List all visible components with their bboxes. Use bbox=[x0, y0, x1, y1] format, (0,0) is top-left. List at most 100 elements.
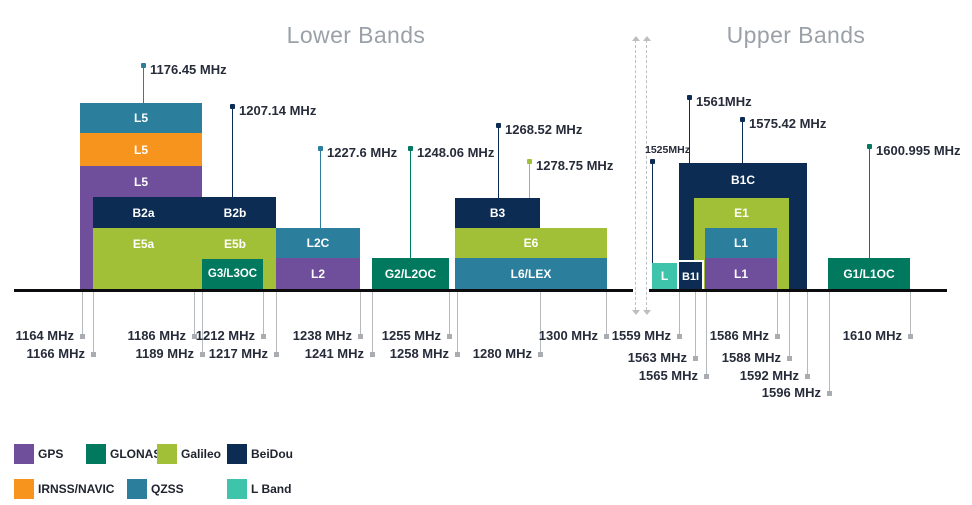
bottom-frequency-label: 1241 MHz bbox=[304, 346, 364, 361]
marker-line bbox=[410, 148, 411, 258]
top-frequency-label: 1207.14 MHz bbox=[239, 103, 317, 118]
bottom-marker-line bbox=[276, 292, 277, 355]
bottom-marker-square bbox=[370, 352, 375, 357]
marker-line bbox=[869, 146, 870, 258]
band-lband: L bbox=[652, 263, 677, 289]
band-label: L bbox=[660, 269, 669, 283]
bottom-marker-line bbox=[789, 292, 790, 359]
marker-line bbox=[498, 125, 499, 198]
bottom-marker-square bbox=[787, 356, 792, 361]
marker-line bbox=[320, 148, 321, 228]
band-label: E5b bbox=[223, 236, 246, 251]
legend-swatch-gps bbox=[14, 444, 34, 464]
bottom-frequency-label: 1588 MHz bbox=[721, 350, 781, 365]
bottom-frequency-label: 1212 MHz bbox=[195, 328, 255, 343]
bottom-marker-line bbox=[194, 292, 195, 337]
bottom-frequency-label: 1300 MHz bbox=[538, 328, 598, 343]
band-b2a: B2a bbox=[93, 197, 194, 228]
band-l1-qzss: L1 bbox=[705, 228, 777, 258]
bottom-marker-line bbox=[679, 292, 680, 337]
legend-label-qzss: QZSS bbox=[151, 482, 184, 496]
legend-label-glonass: GLONASS bbox=[110, 447, 170, 461]
band-g2-l2oc: G2/L2OC bbox=[372, 258, 449, 289]
top-frequency-label: 1575.42 MHz bbox=[749, 116, 827, 131]
band-label: L2 bbox=[310, 266, 325, 281]
bottom-frequency-label: 1596 MHz bbox=[761, 385, 821, 400]
band-label: L5 bbox=[133, 142, 148, 157]
top-frequency-label: 1600.995 MHz bbox=[876, 143, 961, 158]
top-frequency-label: 1227.6 MHz bbox=[327, 145, 398, 160]
bottom-marker-square bbox=[604, 334, 609, 339]
top-frequency-label: 1248.06 MHz bbox=[417, 145, 495, 160]
axis-break-arrow-down bbox=[643, 310, 651, 315]
bottom-frequency-label: 1565 MHz bbox=[638, 368, 698, 383]
band-l5-irnss: L5 bbox=[80, 133, 202, 166]
bottom-marker-line bbox=[695, 292, 696, 359]
axis-break-arrow-up bbox=[643, 36, 651, 41]
legend-label-lband: L Band bbox=[251, 482, 292, 496]
bottom-marker-square bbox=[274, 352, 279, 357]
bottom-marker-square bbox=[261, 334, 266, 339]
band-l1-gps: L1 bbox=[705, 258, 777, 289]
band-e6: E6 bbox=[455, 228, 607, 258]
bottom-frequency-label: 1164 MHz bbox=[15, 328, 74, 343]
bottom-marker-square bbox=[693, 356, 698, 361]
top-frequency-label: 1268.52 MHz bbox=[505, 122, 583, 137]
band-label: L1 bbox=[733, 266, 748, 281]
bottom-marker-line bbox=[910, 292, 911, 337]
bottom-frequency-label: 1189 MHz bbox=[135, 346, 194, 361]
bottom-frequency-label: 1217 MHz bbox=[208, 346, 268, 361]
bottom-marker-square bbox=[200, 352, 205, 357]
top-frequency-label: 1561MHz bbox=[696, 94, 752, 109]
marker-line bbox=[232, 106, 233, 197]
band-e5a: E5a bbox=[93, 228, 194, 289]
bottom-marker-line bbox=[449, 292, 450, 337]
legend-swatch-glonass bbox=[86, 444, 106, 464]
band-l2c: L2C bbox=[276, 228, 360, 258]
top-frequency-label: 1176.45 MHz bbox=[150, 62, 227, 77]
band-label: L5 bbox=[133, 111, 148, 125]
legend-label-irnss: IRNSS/NAVIC bbox=[38, 482, 115, 496]
bottom-marker-square bbox=[827, 391, 832, 396]
bottom-marker-line bbox=[829, 292, 830, 394]
bottom-frequency-label: 1592 MHz bbox=[739, 368, 799, 383]
legend-label-gps: GPS bbox=[38, 447, 64, 461]
band-l5-qzss: L5 bbox=[80, 103, 202, 133]
band-label: B1C bbox=[730, 172, 755, 187]
top-frequency-label: 1278.75 MHz bbox=[536, 158, 614, 173]
band-label: L5 bbox=[133, 175, 148, 189]
bottom-marker-line bbox=[457, 292, 458, 355]
bottom-marker-square bbox=[80, 334, 85, 339]
band-label: L2C bbox=[306, 236, 330, 250]
bottom-marker-square bbox=[704, 374, 709, 379]
bottom-marker-square bbox=[192, 334, 197, 339]
band-label: B3 bbox=[489, 206, 506, 220]
bottom-marker-square bbox=[538, 352, 543, 357]
band-label: B2a bbox=[132, 205, 155, 220]
bottom-frequency-label: 1258 MHz bbox=[389, 346, 449, 361]
bottom-marker-square bbox=[908, 334, 913, 339]
bottom-frequency-label: 1563 MHz bbox=[627, 350, 687, 365]
band-b2b: B2b bbox=[194, 197, 276, 228]
band-label: G1/L1OC bbox=[843, 266, 895, 281]
band-b1i: B1I bbox=[679, 260, 704, 289]
bottom-marker-line bbox=[202, 292, 203, 355]
bottom-frequency-label: 1586 MHz bbox=[709, 328, 769, 343]
bottom-marker-square bbox=[358, 334, 363, 339]
legend-label-beidou: BeiDou bbox=[251, 447, 293, 461]
marker-line bbox=[143, 65, 144, 103]
bottom-marker-line bbox=[606, 292, 607, 337]
band-label: L1 bbox=[733, 236, 748, 250]
band-label: E1 bbox=[734, 206, 749, 220]
axis-break-dashed-line bbox=[646, 40, 647, 310]
bottom-frequency-label: 1166 MHz bbox=[26, 346, 85, 361]
bottom-marker-square bbox=[455, 352, 460, 357]
bottom-marker-line bbox=[706, 292, 707, 377]
band-label: B2b bbox=[223, 205, 247, 220]
bottom-marker-square bbox=[447, 334, 452, 339]
bottom-marker-line bbox=[807, 292, 808, 377]
band-b3: B3 bbox=[455, 198, 540, 228]
legend-swatch-beidou bbox=[227, 444, 247, 464]
bottom-marker-square bbox=[677, 334, 682, 339]
